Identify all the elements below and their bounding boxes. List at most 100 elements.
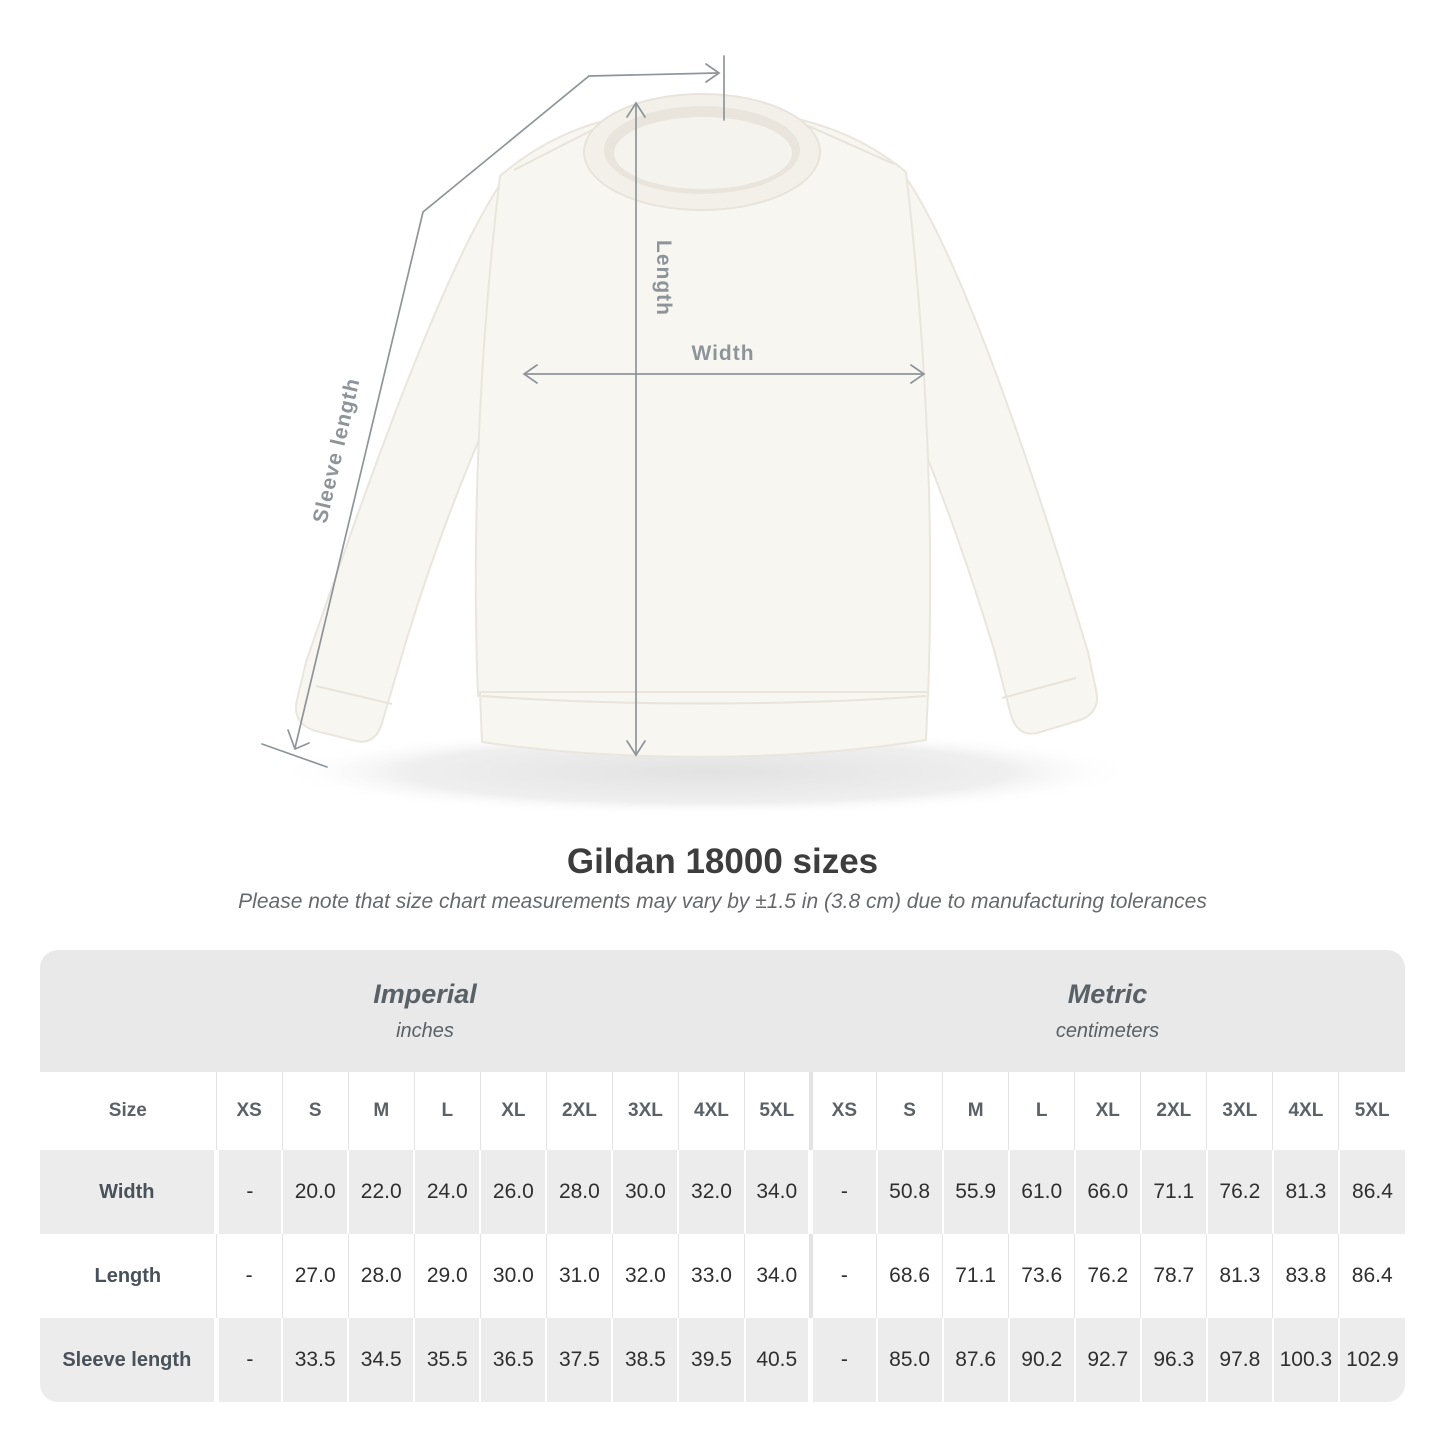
value-cell: 71.1 — [942, 1234, 1009, 1318]
value-cell: 39.5 — [677, 1318, 745, 1402]
value-cell: 34.0 — [743, 1234, 811, 1318]
size-col-header: XS — [215, 1072, 283, 1150]
value-cell: 61.0 — [1007, 1150, 1075, 1234]
table-row-sizes: Size XS S M L XL 2XL 3XL 4XL 5XL XS S M … — [40, 1072, 1405, 1150]
imperial-section-header: Imperial inches — [40, 950, 810, 1072]
size-col-header: XL — [479, 1072, 547, 1150]
size-header-cell: Size — [108, 1100, 147, 1121]
value-cell: 85.0 — [875, 1318, 943, 1402]
value-cell: 29.0 — [413, 1234, 481, 1318]
value-cell: 34.0 — [743, 1150, 811, 1234]
value-cell: 26.0 — [479, 1150, 547, 1234]
value-cell: 50.8 — [875, 1150, 943, 1234]
value-cell: - — [808, 1150, 877, 1234]
value-cell: 83.8 — [1272, 1234, 1339, 1318]
value-cell: 86.4 — [1337, 1150, 1405, 1234]
table-row-width: Width - 20.0 22.0 24.0 26.0 28.0 30.0 32… — [40, 1150, 1405, 1234]
size-col-header: XL — [1074, 1072, 1141, 1150]
value-cell: 96.3 — [1139, 1318, 1207, 1402]
value-cell: 66.0 — [1073, 1150, 1141, 1234]
size-col-header: 5XL — [1338, 1072, 1405, 1150]
value-cell: 33.5 — [281, 1318, 349, 1402]
measurement-lines — [261, 55, 926, 768]
size-col-header: 4XL — [677, 1072, 745, 1150]
value-cell: 28.0 — [545, 1150, 613, 1234]
length-arrowhead-bottom — [626, 740, 646, 757]
value-cell: 81.3 — [1206, 1234, 1273, 1318]
value-cell: 31.0 — [545, 1234, 613, 1318]
value-cell: 32.0 — [677, 1150, 745, 1234]
value-cell: 22.0 — [347, 1150, 415, 1234]
size-col-header: 3XL — [1206, 1072, 1273, 1150]
size-col-header: S — [876, 1072, 943, 1150]
sweatshirt-measurement-diagram: Width Length Sleeve length — [261, 55, 1138, 816]
value-cell: 30.0 — [479, 1234, 547, 1318]
size-col-header: M — [347, 1072, 415, 1150]
value-cell: - — [215, 1234, 283, 1318]
sweatshirt-collar — [583, 93, 821, 211]
value-cell: 37.5 — [545, 1318, 613, 1402]
size-col-header: 2XL — [545, 1072, 613, 1150]
size-col-header: 5XL — [743, 1072, 811, 1150]
value-cell: 100.3 — [1271, 1318, 1339, 1402]
sweatshirt-seams — [315, 123, 1077, 705]
size-col-header: S — [281, 1072, 349, 1150]
value-cell: 76.2 — [1205, 1150, 1273, 1234]
tolerance-note: Please note that size chart measurements… — [238, 890, 1207, 913]
cuff-tick — [261, 743, 328, 768]
metric-section-header: Metric centimeters — [810, 950, 1405, 1072]
width-arrowhead-left — [522, 364, 538, 384]
value-cell: 55.9 — [941, 1150, 1009, 1234]
value-cell: 68.6 — [876, 1234, 943, 1318]
size-col-header: 2XL — [1140, 1072, 1207, 1150]
value-cell: - — [808, 1318, 877, 1402]
sweatshirt-image — [295, 107, 1098, 758]
value-cell: 92.7 — [1073, 1318, 1141, 1402]
sleeve-length-measure-label: Sleeve length — [309, 376, 365, 526]
size-col-header: 4XL — [1272, 1072, 1339, 1150]
size-table: Imperial inches Metric centimeters Size … — [40, 950, 1405, 1402]
value-cell: 36.5 — [479, 1318, 547, 1402]
table-row-length: Length - 27.0 28.0 29.0 30.0 31.0 32.0 3… — [40, 1234, 1405, 1318]
value-cell: 38.5 — [611, 1318, 679, 1402]
value-cell: 86.4 — [1338, 1234, 1405, 1318]
metric-section-unit: centimeters — [1055, 1020, 1160, 1042]
garment-shadow — [274, 728, 1138, 816]
imperial-section-title: Imperial — [373, 979, 477, 1009]
value-cell: 35.5 — [413, 1318, 481, 1402]
sleeve-length-line — [294, 72, 718, 749]
value-cell: 76.2 — [1074, 1234, 1141, 1318]
value-cell: 71.1 — [1139, 1150, 1207, 1234]
value-cell: 73.6 — [1008, 1234, 1075, 1318]
size-col-header: XS — [808, 1072, 877, 1150]
value-cell: 90.2 — [1007, 1318, 1075, 1402]
value-cell: 24.0 — [413, 1150, 481, 1234]
value-cell: 28.0 — [347, 1234, 415, 1318]
sleeve-length-arrowhead-right — [705, 63, 721, 83]
value-cell: 32.0 — [611, 1234, 679, 1318]
value-cell: - — [213, 1150, 283, 1234]
size-col-header: L — [1008, 1072, 1075, 1150]
size-col-header: M — [942, 1072, 1009, 1150]
value-cell: 87.6 — [941, 1318, 1009, 1402]
value-cell: 81.3 — [1271, 1150, 1339, 1234]
row-label: Length — [94, 1264, 162, 1287]
size-col-header: L — [413, 1072, 481, 1150]
value-cell: 20.0 — [281, 1150, 349, 1234]
metric-section-title: Metric — [1067, 979, 1148, 1009]
row-label: Width — [99, 1180, 155, 1203]
row-label: Sleeve length — [62, 1348, 192, 1371]
length-arrowhead-top — [626, 101, 646, 118]
value-cell: 102.9 — [1337, 1318, 1405, 1402]
table-row-sleeve-length: Sleeve length - 33.5 34.5 35.5 36.5 37.5… — [40, 1318, 1405, 1402]
value-cell: - — [808, 1234, 877, 1318]
length-measure-label: Length — [652, 240, 675, 316]
sleeve-length-arrowhead-cuff — [287, 729, 310, 751]
value-cell: 27.0 — [281, 1234, 349, 1318]
value-cell: 34.5 — [347, 1318, 415, 1402]
value-cell: 97.8 — [1205, 1318, 1273, 1402]
size-col-header: 3XL — [611, 1072, 679, 1150]
unit-section-header: Imperial inches Metric centimeters — [40, 950, 1405, 1072]
width-arrowhead-right — [910, 364, 926, 384]
